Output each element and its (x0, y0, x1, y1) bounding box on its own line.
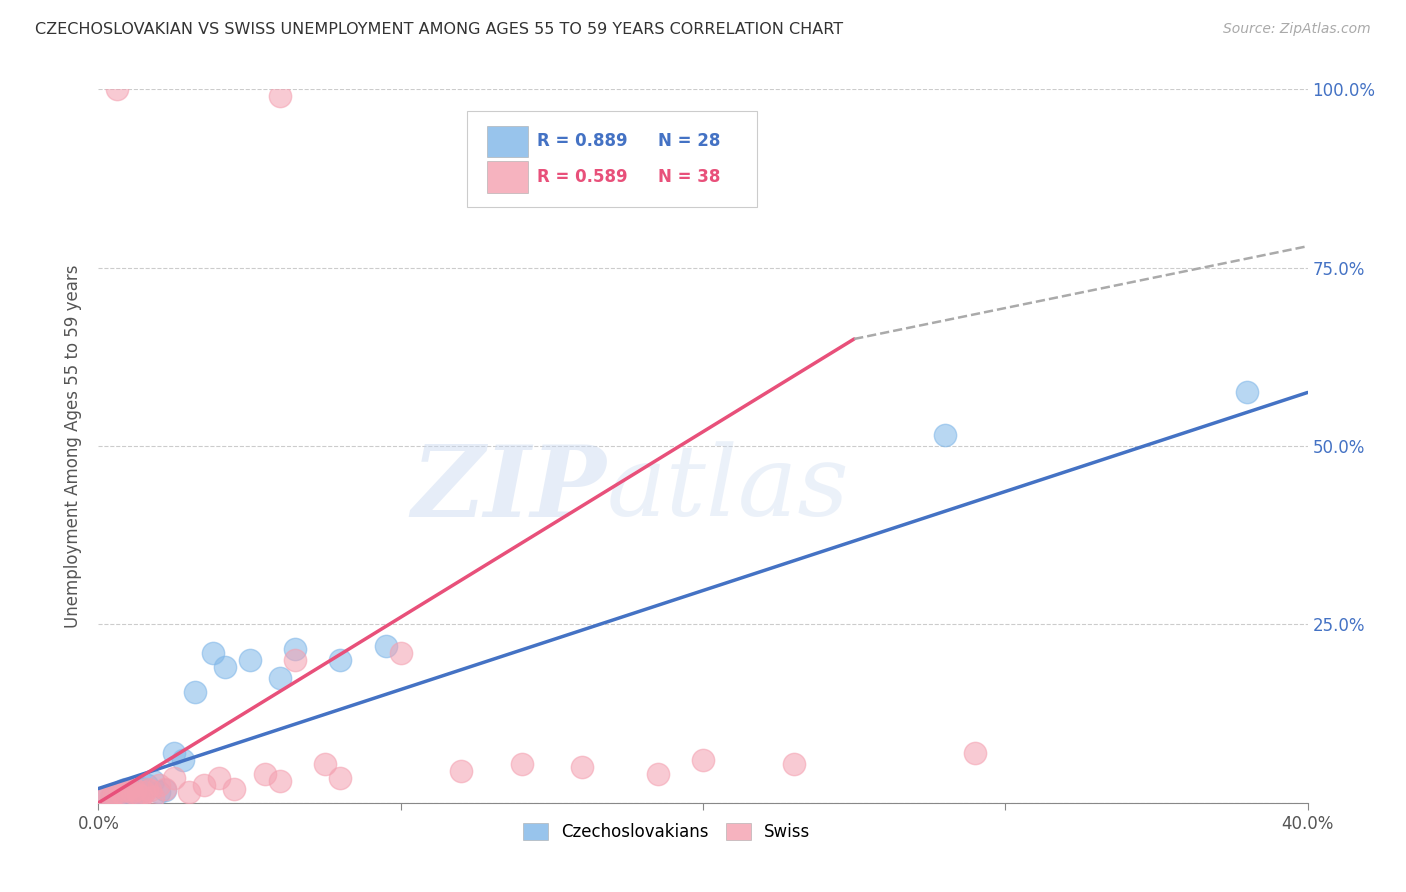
Point (193, 778, 215, 792)
Point (965, 746, 987, 760)
Point (179, 785, 201, 799)
Text: R = 0.589: R = 0.589 (537, 168, 628, 186)
Point (96, 790, 118, 805)
Point (202, 646, 225, 660)
Point (163, 746, 186, 760)
FancyBboxPatch shape (486, 126, 527, 157)
Point (132, 781, 155, 796)
Point (172, 753, 194, 767)
Y-axis label: Unemployment Among Ages 55 to 59 years: Unemployment Among Ages 55 to 59 years (63, 264, 82, 628)
Point (121, 785, 143, 799)
Text: R = 0.889: R = 0.889 (537, 132, 628, 150)
Point (269, 774, 291, 789)
Point (118, 781, 141, 796)
Point (1236, 385, 1258, 400)
Point (153, 781, 176, 796)
Text: N = 28: N = 28 (658, 132, 721, 150)
Point (314, 756, 336, 771)
Point (783, 756, 806, 771)
FancyBboxPatch shape (486, 161, 527, 193)
Point (124, 785, 146, 799)
Point (253, 767, 276, 781)
Point (329, 771, 352, 785)
Point (329, 653, 352, 667)
Point (108, 785, 131, 799)
Point (148, 785, 170, 799)
Text: ZIP: ZIP (412, 441, 606, 537)
Point (111, 783, 134, 797)
Point (105, 82, 128, 96)
Point (93, 792, 115, 806)
Point (127, 787, 149, 801)
Point (142, 774, 165, 789)
Point (108, 785, 131, 799)
Point (934, 428, 956, 442)
Point (135, 778, 157, 792)
Point (184, 685, 207, 699)
Point (374, 639, 396, 653)
Point (571, 760, 593, 774)
Point (239, 653, 262, 667)
Point (103, 787, 125, 801)
Point (269, 671, 291, 685)
Point (114, 783, 136, 797)
Point (129, 789, 152, 803)
FancyBboxPatch shape (467, 111, 758, 207)
Point (103, 789, 125, 803)
Point (121, 790, 143, 805)
Point (135, 781, 157, 796)
Point (114, 781, 136, 796)
Point (93, 792, 115, 806)
Point (163, 771, 186, 785)
Point (214, 660, 236, 674)
Point (100, 790, 122, 805)
Point (124, 783, 146, 797)
Point (269, 89, 291, 103)
Point (127, 789, 149, 803)
Point (153, 783, 176, 797)
Point (284, 653, 307, 667)
Point (692, 753, 714, 767)
Legend: Czechoslovakians, Swiss: Czechoslovakians, Swiss (516, 816, 817, 848)
Text: CZECHOSLOVAKIAN VS SWISS UNEMPLOYMENT AMONG AGES 55 TO 59 YEARS CORRELATION CHAR: CZECHOSLOVAKIAN VS SWISS UNEMPLOYMENT AM… (35, 22, 844, 37)
Point (284, 642, 307, 657)
Text: Source: ZipAtlas.com: Source: ZipAtlas.com (1223, 22, 1371, 37)
Point (132, 785, 155, 799)
Point (450, 764, 472, 778)
Point (510, 756, 533, 771)
Point (118, 787, 141, 801)
Point (105, 787, 128, 801)
Point (224, 781, 246, 796)
Point (208, 771, 231, 785)
Text: N = 38: N = 38 (658, 168, 721, 186)
Point (139, 783, 162, 797)
Point (111, 787, 134, 801)
Point (148, 778, 170, 792)
Point (389, 646, 412, 660)
Point (142, 790, 165, 805)
Text: atlas: atlas (606, 442, 849, 536)
Point (100, 789, 122, 803)
Point (647, 767, 669, 781)
